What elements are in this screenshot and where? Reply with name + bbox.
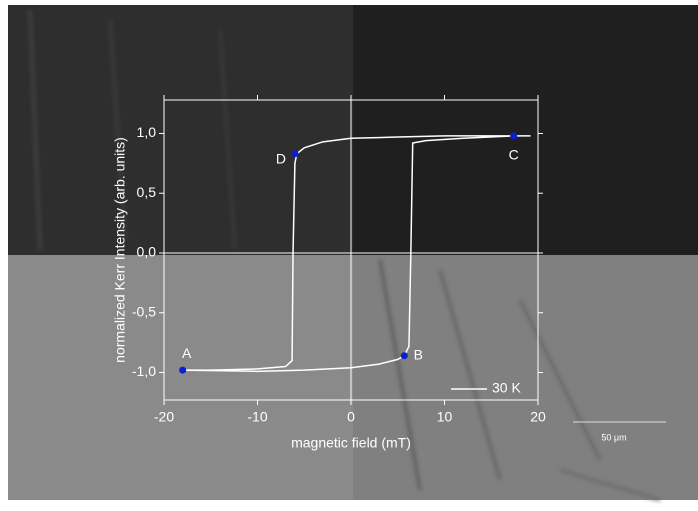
x-tick-label: 20 [530, 409, 546, 425]
marked-point [179, 366, 187, 374]
background-tile [353, 5, 698, 255]
point-label: C [509, 147, 519, 163]
y-tick-label: -1,0 [132, 363, 156, 379]
x-tick-label: 0 [347, 409, 355, 425]
background-tile [8, 5, 353, 255]
point-label: B [414, 346, 423, 362]
y-tick-label: 0,5 [137, 184, 157, 200]
x-tick-label: -20 [154, 409, 174, 425]
data-line [182, 135, 531, 373]
marked-point [510, 132, 518, 140]
legend-label: 30 K [492, 380, 521, 396]
y-tick-label: 1,0 [137, 124, 157, 140]
marked-point [291, 150, 299, 158]
x-tick-label: -10 [247, 409, 267, 425]
x-tick-label: 10 [437, 409, 453, 425]
y-tick-label: -0,5 [132, 303, 156, 319]
background-tile [8, 255, 353, 500]
texture [28, 9, 661, 502]
point-label: D [276, 150, 286, 166]
scale-bar-label: 50 μm [601, 432, 626, 442]
x-axis-title: magnetic field (mT) [291, 435, 411, 451]
y-axis-title: normalized Kerr Intensity (arb. units) [112, 137, 128, 363]
y-tick-label: 0,0 [137, 244, 157, 260]
point-label: A [182, 345, 192, 361]
background-tile [353, 255, 698, 500]
marked-point [400, 352, 408, 360]
